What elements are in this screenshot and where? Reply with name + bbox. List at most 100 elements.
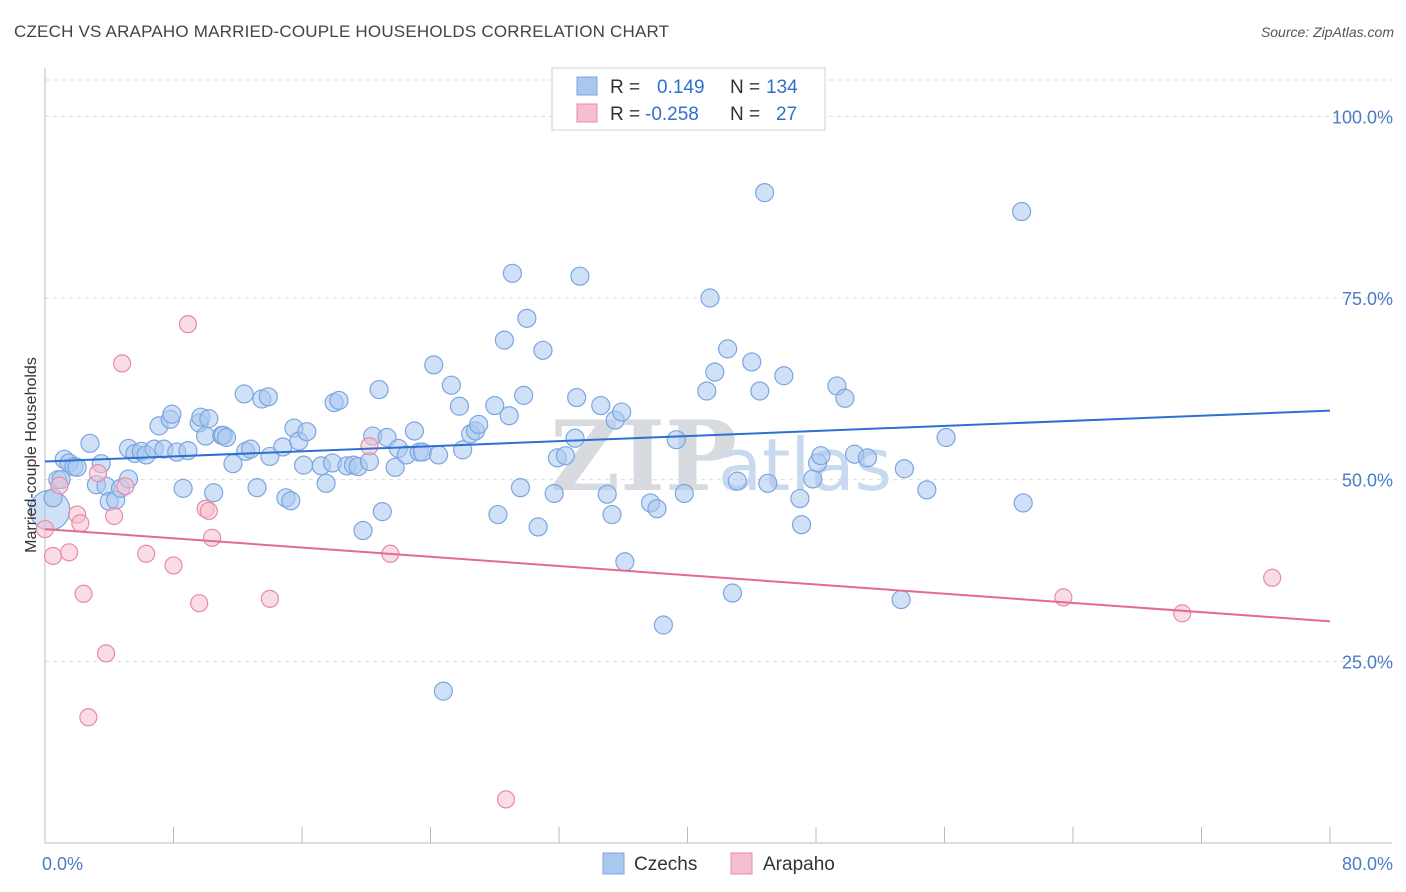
arapaho-point	[112, 354, 132, 373]
czechs-point	[674, 483, 694, 504]
czechs-point	[369, 379, 389, 400]
czechs-point	[1011, 201, 1032, 222]
x-tick-label: 80.0%	[1342, 854, 1393, 874]
czechs-point	[697, 381, 717, 401]
axes	[44, 68, 1392, 844]
czechs-point	[666, 430, 686, 450]
czechs-point	[565, 428, 585, 448]
arapaho-point	[1263, 568, 1282, 587]
czechs-point	[385, 457, 405, 477]
czechs-point	[196, 426, 216, 446]
czechs-point	[494, 330, 514, 350]
czechs-point	[803, 469, 823, 489]
watermark-zip: ZIP	[550, 400, 737, 513]
arapaho-point	[50, 476, 69, 495]
czechs-point	[567, 387, 587, 408]
czechs-point	[754, 183, 775, 203]
czechs-point	[835, 388, 855, 408]
arapaho-point	[104, 506, 124, 526]
czechs-point	[204, 483, 224, 503]
czechs-point	[247, 478, 267, 498]
arapaho-trend-line	[44, 528, 1331, 623]
czechs-point	[424, 355, 444, 375]
czechs-point	[705, 362, 725, 382]
czechs-point	[329, 390, 349, 411]
arapaho-point	[164, 556, 183, 575]
czechs-point	[790, 488, 810, 509]
czechs-point	[353, 520, 373, 541]
czechs-point	[404, 421, 425, 441]
czechs-point	[528, 517, 548, 537]
czechs-point	[936, 427, 956, 448]
arapaho-point	[79, 708, 98, 727]
czechs-point	[570, 266, 590, 286]
czechs-point	[510, 478, 531, 498]
czechs-legend-label: Czechs	[634, 854, 697, 875]
chart-title: CZECH VS ARAPAHO MARRIED-COUPLE HOUSEHOL…	[14, 22, 670, 41]
czechs-point	[281, 491, 301, 511]
arapaho-point	[202, 528, 222, 547]
arapaho-r-value: -0.258	[645, 104, 699, 125]
arapaho-point	[178, 315, 198, 334]
y-tick-label: 25.0%	[1342, 652, 1393, 672]
czechs-point	[647, 499, 667, 519]
y-tick-label: 50.0%	[1342, 471, 1393, 491]
arapaho-point	[74, 584, 93, 603]
stats-legend: R = 0.149 N = 134 R = -0.258 N = 27	[551, 67, 826, 131]
czechs-point	[453, 440, 473, 460]
czechs-legend-swatch	[576, 76, 598, 96]
czechs-point	[428, 445, 449, 465]
czechs-point	[722, 583, 743, 603]
czechs-point	[544, 483, 564, 504]
czechs-point	[894, 459, 914, 479]
czechs-point	[597, 484, 617, 504]
czechs-point	[199, 409, 219, 429]
arapaho-point	[1173, 604, 1192, 623]
czechs-point	[297, 422, 317, 442]
czechs-point	[469, 414, 489, 435]
czechs-point	[67, 457, 87, 477]
czechs-point	[718, 339, 738, 359]
arapaho-point	[260, 589, 279, 608]
y-tick-labels: 25.0% 50.0% 75.0% 100.0%	[1332, 107, 1393, 672]
arapaho-legend-label: Arapaho	[763, 854, 835, 875]
czechs-r-label: R =	[610, 77, 640, 98]
czechs-point	[502, 263, 523, 283]
czechs-point	[857, 448, 878, 468]
arapaho-point	[88, 464, 108, 483]
czechs-point	[258, 387, 278, 407]
czechs-point	[162, 404, 182, 424]
czechs-point	[499, 406, 519, 426]
czechs-point	[774, 366, 794, 386]
czechs-point	[1013, 493, 1033, 513]
czechs-point	[700, 288, 720, 308]
arapaho-swatch	[730, 852, 753, 875]
czechs-point	[612, 402, 632, 422]
czechs-point	[811, 446, 831, 466]
czechs-trend-line	[44, 409, 1331, 463]
czechs-point	[316, 473, 336, 493]
y-tick-label: 75.0%	[1342, 289, 1393, 309]
czechs-point	[533, 340, 553, 360]
arapaho-point	[96, 644, 116, 663]
czechs-n-label: N =	[730, 77, 760, 98]
czechs-point	[891, 589, 911, 610]
arapaho-point	[137, 544, 156, 563]
czechs-point	[80, 433, 100, 453]
source-note: Source: ZipAtlas.com	[1260, 24, 1394, 40]
czechs-point	[591, 395, 611, 416]
czechs-point	[517, 308, 537, 328]
czechs-point	[750, 381, 770, 401]
arapaho-point	[116, 477, 135, 496]
czechs-r-value: 0.149	[657, 77, 705, 98]
czechs-point	[216, 427, 237, 448]
y-axis-label: Married-couple Households	[23, 357, 40, 553]
arapaho-point	[59, 543, 79, 562]
czechs-point	[449, 396, 470, 416]
czechs-point	[372, 502, 392, 522]
arapaho-point	[190, 594, 209, 613]
czechs-point	[514, 385, 534, 405]
series-legend: Czechs Arapaho	[602, 852, 835, 875]
arapaho-points	[35, 315, 1282, 809]
